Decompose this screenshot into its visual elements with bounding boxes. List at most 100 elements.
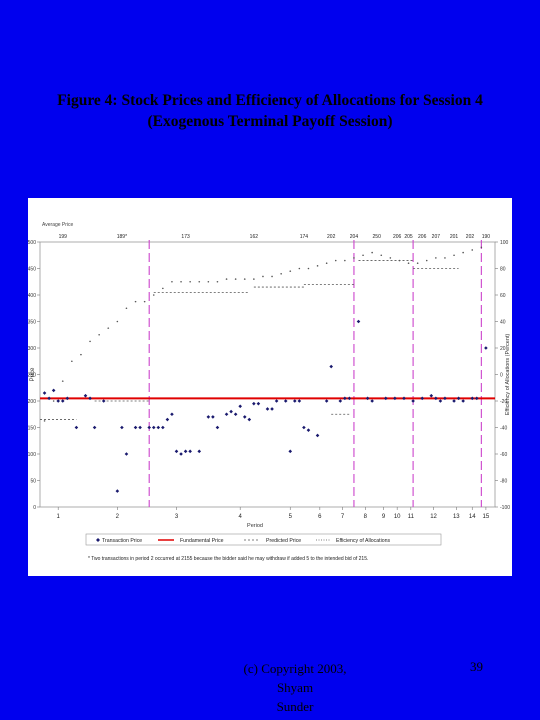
period-label: 12 [430,514,437,520]
average-price-label: 162 [250,234,259,240]
transaction-point [65,396,70,401]
transaction-point [452,399,456,403]
transaction-point [306,428,311,432]
legend-transaction-marker [96,538,100,542]
efficiency-point [180,280,182,283]
y2-tick-label: -60 [500,452,507,458]
copyright-line2: Sunder [276,699,314,714]
transaction-point [183,449,188,454]
efficiency-point [207,280,210,283]
y2-tick-label: -20 [500,399,507,405]
transaction-point [165,417,170,422]
efficiency-point [407,262,410,264]
transaction-point [283,399,288,403]
legend-box [85,533,442,546]
average-price-label: 205 [404,234,413,240]
transaction-point [74,425,79,430]
period-label: 11 [408,514,415,520]
efficiency-point [134,300,137,303]
transaction-point [274,399,279,403]
page-number: 39 [470,659,483,674]
transaction-point [338,399,343,403]
transaction-point [293,399,297,403]
average-price-label: 204 [350,234,359,240]
period-label: 9 [382,514,386,520]
chart-footnote: * Two transactions in period 2 occurred … [88,556,368,562]
average-price-label: 173 [181,234,190,240]
efficiency-point [289,270,292,272]
transaction-point [224,412,229,417]
transaction-point [133,425,138,430]
efficiency-point [80,353,82,356]
transaction-point [238,404,242,409]
copyright-text: (c) Copyright 2003, Shyam Sunder [225,659,365,716]
average-price-label: 202 [466,234,475,240]
transaction-point [188,449,192,454]
transaction-point [402,396,406,401]
transaction-point [88,396,92,401]
transaction-point [197,449,202,454]
average-price-label: 190 [482,234,491,240]
average-price-label: 189* [117,234,127,240]
average-price-label: 202 [327,234,336,240]
y2-tick-label: -100 [500,505,510,511]
efficiency-point [143,300,146,303]
average-price-label: 207 [432,234,441,240]
legend-entry-label: Fundamental Price [180,538,224,544]
transaction-point [411,399,415,403]
transaction-point [215,425,220,430]
transaction-point [324,399,329,403]
efficiency-point [43,420,46,422]
y2-tick-label: 0 [500,373,503,379]
efficiency-point [344,259,346,262]
y-tick-label: 0 [33,505,36,511]
y2-tick-label: 40 [500,320,506,326]
y2-axis-title: Efficiency of Allocations (Percent) [505,334,511,416]
transaction-point [174,449,179,454]
efficiency-point [398,259,401,262]
chart-panel: 0 50 100 150 200 250 300 350 400 450 500 -100 -80 -6… [28,198,512,576]
average-price-label: 206 [393,234,402,240]
legend-entry-label: Transaction Price [102,538,142,544]
transaction-point [302,425,306,430]
period-label: 15 [483,514,490,520]
y-tick-label: 450 [28,267,36,273]
efficiency-point [435,257,437,259]
transaction-point [420,396,424,401]
legend-entry-label: Efficiency of Allocations [336,538,391,544]
efficiency-point [98,333,100,336]
slide-title-line2: (Exogenous Terminal Payoff Session) [147,113,393,130]
transaction-point [56,399,60,403]
x-axis-title: Period [247,523,263,529]
efficiency-point [125,307,128,310]
y-tick-label: 350 [28,320,36,326]
efficiency-point [71,360,73,363]
efficiency-point [253,278,255,280]
efficiency-point [271,275,273,278]
efficiency-point [444,257,446,259]
efficiency-point [216,280,219,283]
transaction-point [461,399,465,403]
efficiency-point [462,251,464,254]
y-axis-title: Price [30,367,36,381]
average-price-label: 250 [373,234,382,240]
period-label: 14 [469,514,476,520]
efficiency-point [353,257,355,259]
transaction-point [438,399,443,403]
transaction-point [83,393,88,398]
average-price-label: 174 [300,234,309,240]
transaction-point [475,396,479,401]
transaction-point [247,417,252,422]
period-label: 5 [289,514,293,520]
efficiency-point [325,262,328,264]
efficiency-point [198,280,201,283]
transaction-point [156,425,161,430]
transaction-point [370,399,374,403]
efficiency-point [480,246,483,249]
transaction-point [365,396,370,401]
efficiency-point [316,265,319,267]
y-tick-label: 250 [28,373,36,379]
transaction-point [443,396,447,401]
transaction-point [343,396,347,401]
plot-frame [39,241,496,508]
